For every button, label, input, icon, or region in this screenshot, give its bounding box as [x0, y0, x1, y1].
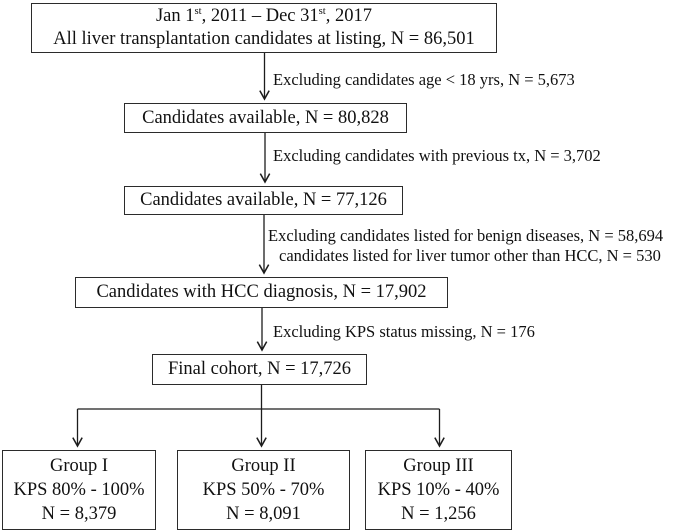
box-group-1: Group I KPS 80% - 100% N = 8,379	[2, 450, 156, 530]
exclusion-benign-label: Excluding candidates listed for benign d…	[268, 226, 663, 266]
box-group-2: Group II KPS 50% - 70% N = 8,091	[177, 450, 350, 530]
exclusion-benign-line1: Excluding candidates listed for benign d…	[268, 226, 664, 245]
exclusion-previous-tx-label: Excluding candidates with previous tx, N…	[273, 146, 601, 165]
superscript-st: st	[194, 4, 202, 17]
group-3-count: N = 1,256	[401, 504, 476, 524]
study-period-dates: Jan 1st, 2011 – Dec 31st, 2017	[155, 4, 373, 26]
group-1-name: Group I	[49, 456, 109, 476]
group-2-name: Group II	[231, 456, 296, 476]
box-study-period-all-candidates: Jan 1st, 2011 – Dec 31st, 2017 All liver…	[31, 3, 497, 53]
group-3-name: Group III	[403, 456, 474, 476]
group-3-kps-range: KPS 10% - 40%	[377, 480, 500, 500]
exclusion-benign-line2: candidates listed for liver tumor other …	[279, 246, 661, 265]
group-2-kps-range: KPS 50% - 70%	[202, 480, 325, 500]
group-1-count: N = 8,379	[41, 504, 117, 524]
box-final-cohort: Final cohort, N = 17,726	[152, 354, 367, 385]
box-candidates-available-1: Candidates available, N = 80,828	[124, 103, 407, 133]
group-2-count: N = 8,091	[226, 504, 301, 524]
exclusion-kps-missing-label: Excluding KPS status missing, N = 176	[273, 322, 535, 341]
box-hcc-diagnosis: Candidates with HCC diagnosis, N = 17,90…	[75, 277, 448, 308]
superscript-st: st	[318, 4, 326, 17]
box-group-3: Group III KPS 10% - 40% N = 1,256	[365, 450, 512, 530]
exclusion-age-label: Excluding candidates age < 18 yrs, N = 5…	[273, 70, 575, 89]
all-candidates-count: All liver transplantation candidates at …	[53, 29, 475, 49]
box-candidates-available-2: Candidates available, N = 77,126	[124, 186, 403, 215]
group-1-kps-range: KPS 80% - 100%	[13, 480, 145, 500]
